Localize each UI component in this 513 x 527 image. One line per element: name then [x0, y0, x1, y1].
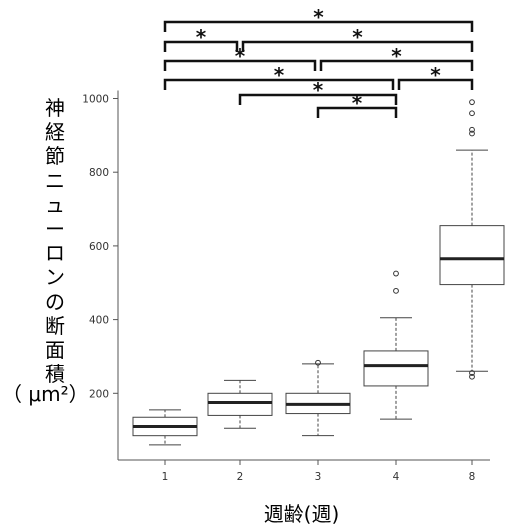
significance-label: * [313, 5, 324, 29]
y-tick-label: 800 [89, 167, 109, 179]
y-tick-label: 1000 [82, 94, 109, 106]
box [207, 392, 273, 416]
y-axis-label-char: の [45, 289, 65, 314]
box [363, 350, 429, 387]
significance-label: * [430, 63, 441, 87]
significance-bracket [163, 40, 239, 52]
y-tick-label: 400 [89, 315, 109, 327]
significance-bracket [319, 59, 474, 71]
significance-bracket [238, 93, 398, 105]
x-axis-label: 週齢(週) [263, 502, 340, 526]
significance-label: * [391, 44, 402, 68]
y-axis-label-char: ン [45, 265, 65, 290]
outlier-point [393, 270, 399, 277]
outlier-point [469, 373, 475, 380]
significance-label: * [313, 78, 324, 102]
y-axis-label-char: ー [45, 217, 65, 242]
significance-bracket [163, 59, 317, 71]
x-tick-label: 4 [393, 471, 400, 483]
significance-bracket [163, 78, 395, 90]
x-tick-label: 1 [162, 471, 169, 483]
y-axis-label-char: 節 [45, 144, 65, 169]
y-axis-label-char: 積 [45, 362, 65, 387]
y-axis-label-char: ロ [45, 241, 65, 266]
outlier-point [469, 110, 475, 117]
y-axis-label-char: 経 [45, 120, 65, 145]
y-axis-label-char: 面 [45, 338, 65, 363]
x-tick-label: 3 [315, 471, 322, 483]
significance-label: * [235, 44, 246, 68]
x-tick-label: 8 [469, 471, 476, 483]
x-tick-label: 2 [237, 471, 244, 483]
outlier-point [469, 99, 475, 106]
y-axis-unit: （ μm²） [2, 382, 89, 406]
significance-label: * [352, 25, 363, 49]
y-axis-label-char: 神 [45, 96, 65, 120]
outlier-point [469, 130, 475, 137]
significance-label: * [274, 63, 285, 87]
significance-label: * [196, 25, 207, 49]
outlier-point [469, 370, 475, 376]
significance-bracket [241, 40, 474, 52]
significance-label: * [352, 91, 363, 115]
y-axis-label: 神経節ニューロンの断面積 [42, 96, 68, 386]
outlier-point [469, 126, 475, 133]
significance-bracket [163, 20, 474, 32]
significance-bracket [397, 78, 474, 90]
y-tick-label: 200 [89, 388, 109, 400]
y-tick-label: 600 [89, 241, 109, 253]
outlier-point [393, 287, 399, 294]
outlier-point [315, 359, 321, 366]
y-axis-label-char: ュ [45, 192, 65, 217]
significance-bracket [316, 106, 398, 118]
box [439, 225, 505, 286]
y-axis-label-char: 断 [45, 313, 65, 338]
y-axis-label-char: ニ [45, 168, 65, 193]
